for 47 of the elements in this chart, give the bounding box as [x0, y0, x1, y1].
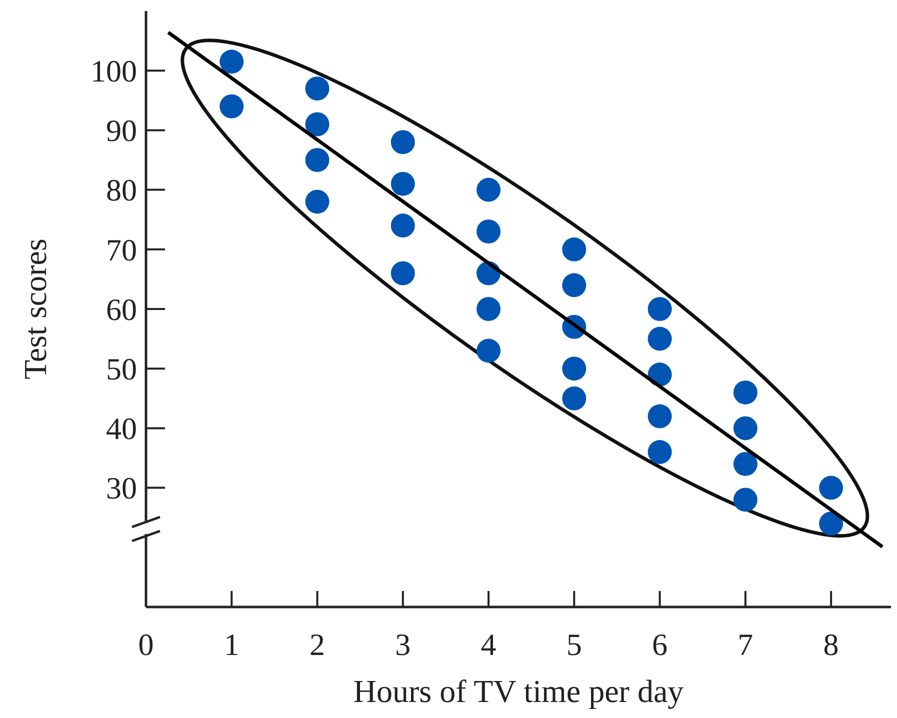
point: [305, 190, 330, 214]
y-tick-label: 30: [106, 470, 137, 506]
y-tick-label: 70: [106, 232, 137, 268]
y-tick-label: 40: [106, 411, 137, 446]
x-tick-label: 4: [480, 627, 497, 662]
point: [220, 94, 244, 118]
point: [819, 476, 844, 500]
x-tick-label: 6: [652, 627, 668, 662]
x-tick-label: 2: [310, 627, 326, 662]
point: [390, 261, 415, 286]
point: [220, 50, 244, 74]
point: [819, 512, 844, 536]
point: [390, 214, 415, 238]
point: [305, 76, 330, 100]
point: [476, 178, 501, 202]
point: [562, 386, 586, 410]
y-tick-label: 100: [90, 53, 137, 88]
point: [305, 148, 330, 172]
point: [562, 237, 586, 262]
point: [733, 380, 758, 404]
point: [390, 130, 415, 154]
point: [648, 326, 672, 351]
x-tick-label: 0: [138, 627, 154, 662]
x-axis-title: Hours of TV time per day: [353, 673, 684, 709]
point: [476, 297, 501, 321]
point: [305, 112, 330, 136]
point: [733, 452, 758, 476]
point: [648, 440, 672, 464]
point: [476, 338, 501, 363]
x-tick-label: 8: [823, 627, 839, 662]
point: [390, 172, 415, 196]
x-tick-label: 7: [738, 627, 754, 662]
point: [648, 297, 672, 321]
x-tick-label: 3: [395, 627, 411, 662]
y-tick-label: 60: [106, 292, 137, 327]
x-tick-label: 1: [224, 627, 240, 662]
y-tick-label: 90: [106, 113, 137, 148]
point: [562, 273, 586, 298]
y-tick-label: 50: [106, 351, 137, 386]
point: [562, 356, 586, 381]
point: [733, 416, 758, 440]
y-axis-title: Test scores: [17, 238, 53, 380]
point: [648, 404, 672, 428]
y-tick-label: 80: [106, 172, 137, 208]
point: [476, 220, 501, 244]
x-tick-label: 5: [566, 627, 582, 662]
point: [733, 488, 758, 512]
